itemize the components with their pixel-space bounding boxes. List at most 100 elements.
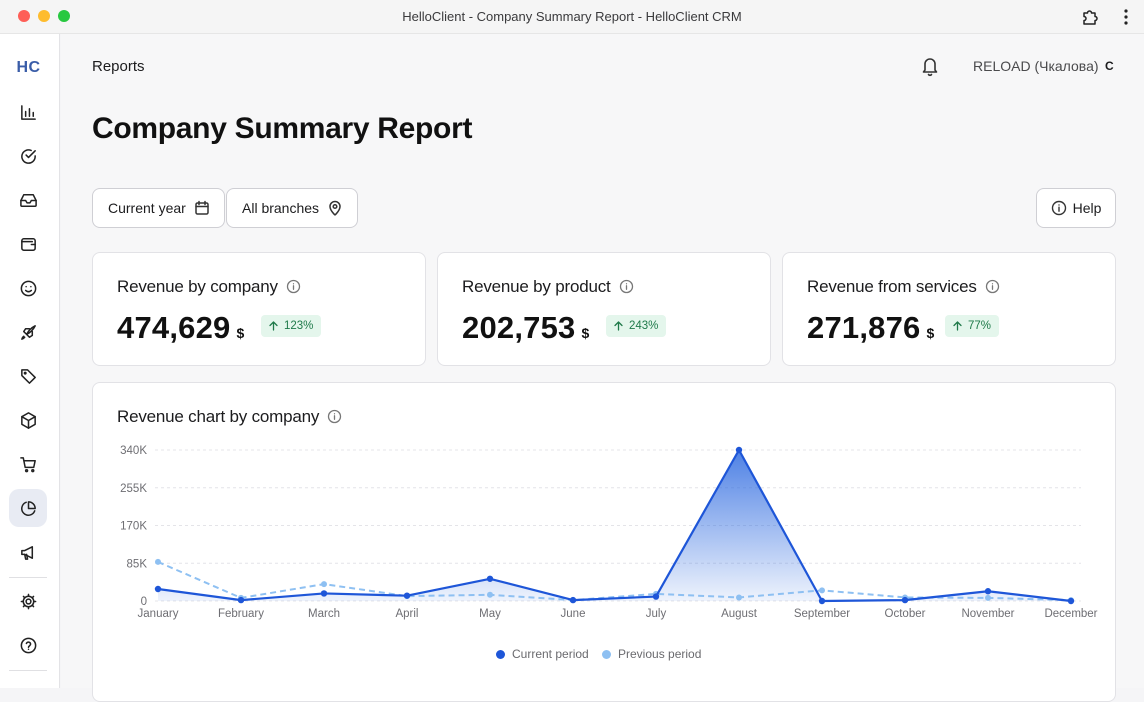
sidebar-divider-bottom [9,670,47,671]
main-content: Reports RELOAD (Чкалова) C Company Summa… [61,34,1144,702]
inbox-icon [19,193,37,207]
info-icon[interactable] [286,279,301,294]
wallet-icon [20,237,36,251]
point-previous [736,594,742,601]
kpi-unit: $ [926,325,935,341]
kpi-label: Revenue by product [462,277,611,296]
x-tick-label: February [218,608,264,620]
info-icon [1051,200,1066,216]
info-icon[interactable] [327,409,342,424]
megaphone-icon [20,545,33,560]
breadcrumb[interactable]: Reports [92,58,145,75]
arrow-up-icon [953,321,962,331]
legend-dot-previous [602,649,611,659]
point-previous [819,587,825,594]
change-value: 243% [629,320,659,332]
kpi-card-product: Revenue by product 202,753 $ 243% [437,252,771,366]
branches-filter-label: All branches [242,200,320,216]
kpi-value: 202,753 [462,310,576,345]
y-tick-label: 170K [120,521,147,533]
x-tick-label: March [308,608,340,620]
sidebar-item-products[interactable] [9,401,47,439]
sidebar-item-analytics[interactable] [9,93,47,131]
legend-item-current[interactable]: Current period [496,647,589,661]
period-filter-label: Current year [108,200,186,216]
point-previous [155,558,161,565]
kpi-label: Revenue from services [807,277,977,296]
kpi-value: 271,876 [807,310,921,345]
kpi-value: 474,629 [117,310,231,345]
sidebar-item-wallet[interactable] [9,225,47,263]
page-title: Company Summary Report [92,112,473,145]
extensions-icon[interactable] [1080,7,1100,27]
period-filter-button[interactable]: Current year [92,188,225,228]
user-name[interactable]: RELOAD (Чкалова) [973,58,1099,74]
notification-bell-icon[interactable] [920,55,940,77]
more-menu-icon[interactable] [1120,7,1132,27]
check-circle-icon [20,148,36,164]
point-previous [985,594,991,601]
y-tick-label: 0 [141,596,147,608]
sidebar-divider [9,577,47,578]
sidebar-item-clients[interactable] [9,269,47,307]
info-icon[interactable] [619,279,634,294]
sidebar-item-reports[interactable] [9,489,47,527]
branches-filter-button[interactable]: All branches [226,188,359,228]
x-tick-label: July [646,608,667,620]
sidebar-item-tasks[interactable] [9,137,47,175]
kpi-unit: $ [236,325,245,341]
x-tick-label: June [561,608,586,620]
x-tick-label: December [1044,608,1097,620]
arrow-up-icon [269,321,278,331]
sidebar-item-orders[interactable] [9,445,47,483]
window-title: HelloClient - Company Summary Report - H… [402,9,742,24]
help-button[interactable]: Help [1036,188,1116,228]
pie-chart-icon [20,500,36,516]
change-value: 77% [968,320,992,332]
sidebar-item-marketing[interactable] [9,533,47,571]
x-tick-label: May [479,608,501,620]
legend-label: Current period [512,647,589,661]
series-line-previous [157,561,1072,602]
change-badge: 243% [606,315,667,337]
sidebar: HC [0,34,60,688]
smile-icon [20,280,36,296]
window-close-button[interactable] [18,10,30,22]
app-logo[interactable]: HC [16,59,41,76]
window-maximize-button[interactable] [58,10,70,22]
sidebar-item-tags[interactable] [9,357,47,395]
sidebar-item-settings[interactable] [9,582,47,620]
change-value: 123% [284,320,314,332]
kpi-card-services: Revenue from services 271,876 $ 77% [782,252,1116,366]
location-pin-icon [329,200,341,216]
y-tick-label: 85K [127,558,148,570]
sidebar-item-inbox[interactable] [9,181,47,219]
arrow-up-icon [614,321,623,331]
revenue-line-chart: 0 85K 170K 255K 340K January February March Apri… [120,445,1098,620]
point-current [652,593,660,600]
point-current [486,575,494,582]
box-icon [20,411,36,429]
point-current [818,597,826,605]
window-titlebar: HelloClient - Company Summary Report - H… [0,0,1144,34]
y-tick-label: 255K [120,483,147,495]
help-circle-icon [20,637,36,653]
legend-item-previous[interactable]: Previous period [602,647,701,661]
point-current [984,588,992,595]
series-line-current [157,448,1072,603]
legend-dot-current [496,649,505,659]
point-current [901,596,909,604]
avatar[interactable]: C [1105,59,1114,73]
point-previous [487,591,493,598]
sidebar-item-help[interactable] [9,626,47,664]
change-badge: 77% [945,315,1000,337]
window-minimize-button[interactable] [38,10,50,22]
x-tick-label: January [138,608,179,620]
sidebar-item-campaigns[interactable] [9,313,47,351]
cart-icon [19,456,36,472]
change-badge: 123% [261,315,322,337]
point-current [403,592,411,599]
revenue-chart-card: Revenue chart by company 0 85K 170K 255K 340… [92,382,1116,702]
x-tick-label: August [721,608,758,620]
info-icon[interactable] [985,279,1000,294]
